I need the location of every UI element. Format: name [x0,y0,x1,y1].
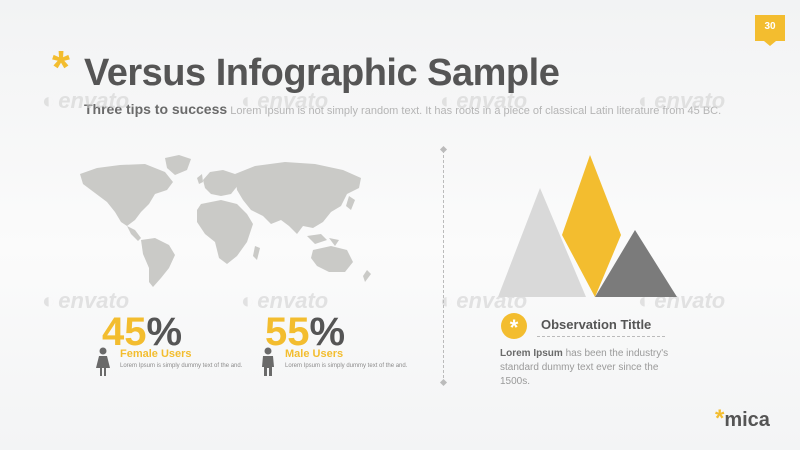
male-stat: 55% [265,312,345,352]
subtitle: Three tips to success Lorem Ipsum is not… [84,101,734,119]
female-percent-sign: % [146,310,183,354]
male-percentage-digits: 55 [265,310,310,354]
brand-logo: *mica [715,405,770,433]
title-star-icon: * [52,41,70,93]
watermark: envato [638,88,725,114]
watermark: envato [241,88,328,114]
male-percentage: 55% [265,312,345,352]
observation-body: Lorem Ipsum has been the industry's stan… [500,347,690,389]
female-users-label: Female Users [120,348,192,360]
female-users-description: Lorem Ipsum is simply dummy text of the … [120,363,243,369]
page-title: Versus Infographic Sample [84,52,560,94]
female-user-icon [96,347,110,376]
brand-name: mica [724,409,770,431]
observation-star-icon: * [501,313,527,340]
female-stat: 45% [102,312,182,352]
male-users-label: Male Users [285,348,344,360]
light-gray-triangle [498,188,586,297]
watermark: envato [241,288,328,314]
observation-text: has been the industry's standard dummy t… [500,348,669,387]
observation-underline [537,336,665,337]
dark-gray-triangle [595,230,677,297]
vertical-divider [443,150,444,383]
divider-bottom-diamond [439,378,448,387]
watermark: envato [440,88,527,114]
yellow-triangle [562,155,621,297]
watermark: envato [42,288,129,314]
observation-title: Observation Tittle [541,317,652,332]
world-map [80,155,371,287]
brand-star-icon: * [715,405,725,432]
triangle-graphic [498,155,677,297]
page-number-badge: 30 [755,15,785,46]
male-percent-sign: % [309,310,346,354]
male-users-description: Lorem Ipsum is simply dummy text of the … [285,363,408,369]
watermark: envato [42,88,129,114]
observation-lead: Lorem Ipsum [500,348,563,359]
female-percentage: 45% [102,312,182,352]
male-user-icon [262,347,274,376]
female-percentage-digits: 45 [102,310,147,354]
